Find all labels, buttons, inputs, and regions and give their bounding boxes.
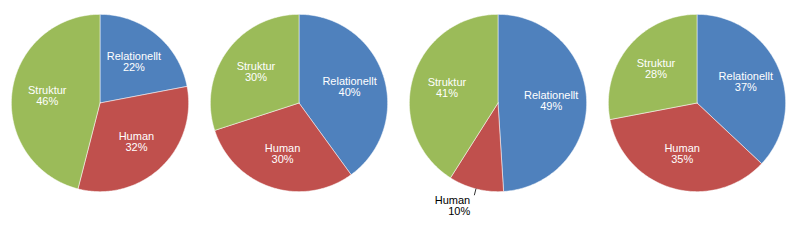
svg-text:Human10%: Human10%: [435, 194, 471, 217]
svg-text:Struktur30%: Struktur30%: [237, 60, 276, 83]
svg-text:Struktur28%: Struktur28%: [637, 57, 676, 80]
svg-text:Relationellt22%: Relationellt22%: [107, 50, 161, 73]
svg-text:Human30%: Human30%: [265, 142, 300, 165]
svg-text:Struktur46%: Struktur46%: [28, 84, 67, 107]
svg-text:Relationellt49%: Relationellt49%: [524, 89, 578, 112]
svg-text:Human35%: Human35%: [664, 142, 699, 165]
svg-text:Relationellt37%: Relationellt37%: [719, 70, 773, 93]
svg-text:Relationellt40%: Relationellt40%: [322, 75, 376, 98]
svg-text:Human32%: Human32%: [119, 130, 154, 153]
svg-text:Struktur41%: Struktur41%: [428, 76, 467, 99]
